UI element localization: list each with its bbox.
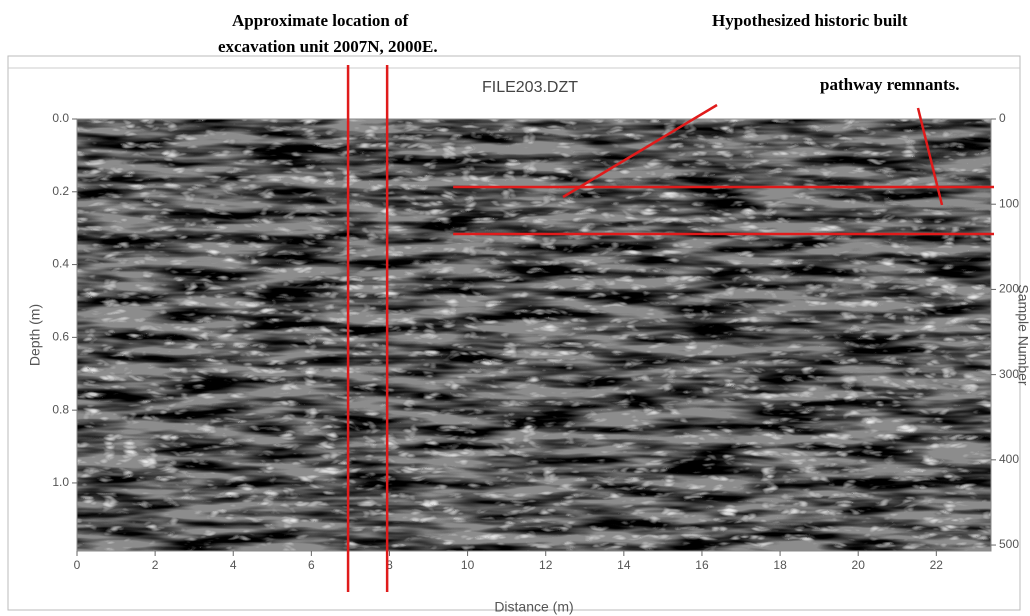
y2-tick-label: 500 <box>999 537 1019 551</box>
x-tick-label: 18 <box>773 558 787 572</box>
y2-tick-label: 100 <box>999 196 1019 210</box>
y2-tick-label: 400 <box>999 452 1019 466</box>
chart-title: FILE203.DZT <box>482 79 578 96</box>
x-tick-label: 6 <box>308 558 315 572</box>
x-tick-label: 2 <box>152 558 159 572</box>
annotation: Hypothesized historic built <box>712 11 908 30</box>
x-tick-label: 22 <box>930 558 944 572</box>
x-tick-label: 0 <box>74 558 81 572</box>
y2-tick-label: 0 <box>999 111 1006 125</box>
y2-tick-label: 300 <box>999 367 1019 381</box>
annotation: excavation unit 2007N, 2000E. <box>218 37 438 56</box>
annotation: pathway remnants. <box>820 75 959 94</box>
plot-area <box>76 118 992 552</box>
y2-axis-label: Sample Number <box>1015 284 1030 385</box>
pointer-line <box>562 103 718 199</box>
annotation: Approximate location of <box>232 11 409 30</box>
y-tick-label: 0.8 <box>52 402 69 416</box>
x-tick-label: 12 <box>539 558 553 572</box>
x-tick-label: 16 <box>695 558 709 572</box>
y-tick-label: 0.6 <box>52 330 69 344</box>
x-tick-label: 4 <box>230 558 237 572</box>
x-tick-label: 20 <box>852 558 866 572</box>
x-axis-label: Distance (m) <box>494 599 573 615</box>
y2-tick-label: 200 <box>999 282 1019 296</box>
radargram-light <box>77 119 991 551</box>
y-tick-label: 1.0 <box>52 475 69 489</box>
y-tick-label: 0.2 <box>52 184 69 198</box>
y-tick-label: 0.4 <box>52 257 69 271</box>
x-tick-label: 14 <box>617 558 631 572</box>
x-tick-label: 10 <box>461 558 475 572</box>
x-tick-label: 8 <box>386 558 393 572</box>
y-axis-label: Depth (m) <box>27 304 43 366</box>
y-tick-label: 0.0 <box>52 111 69 125</box>
frame <box>7 55 1021 611</box>
pointer-line <box>916 107 944 206</box>
plot-border <box>76 118 992 552</box>
